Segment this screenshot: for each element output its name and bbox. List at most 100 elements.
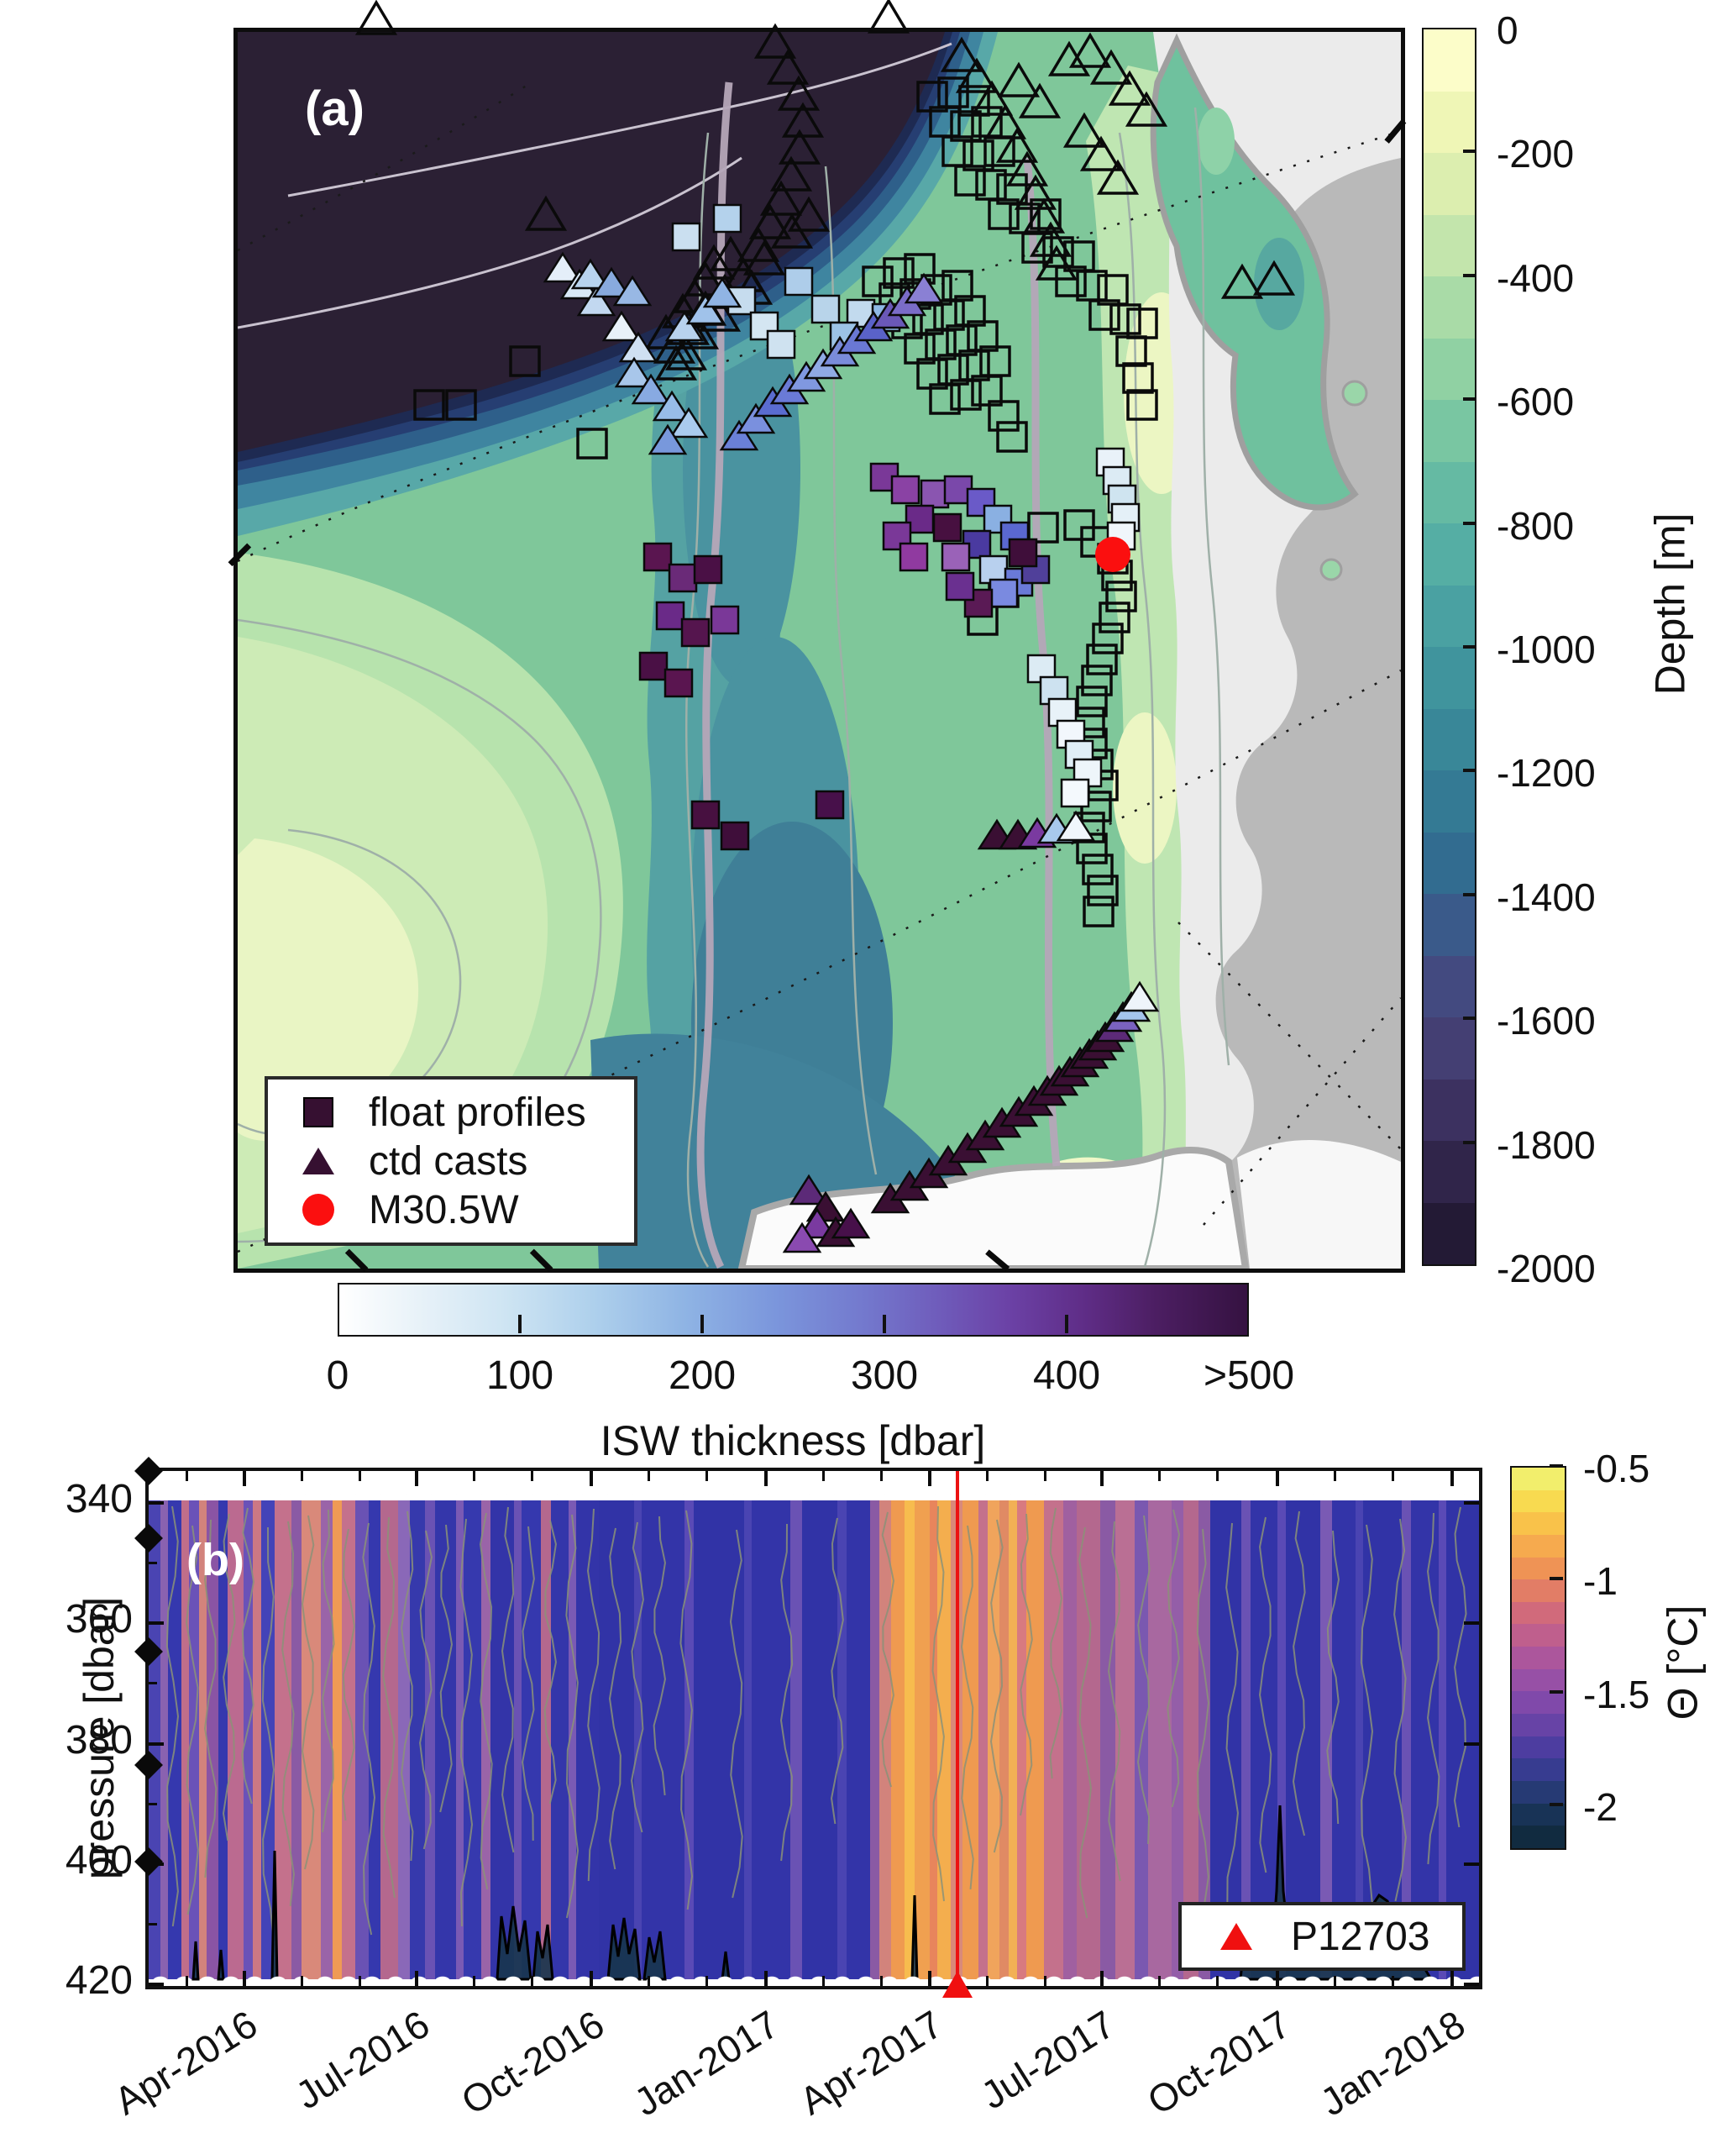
theta-tick-mark: [1550, 1464, 1563, 1468]
open-triangle-marker: [787, 196, 831, 232]
isotherm-contour: [779, 1523, 794, 1862]
open-triangle-marker: [983, 103, 1027, 139]
depth-tick-mark: [1463, 769, 1476, 773]
theta-stripe: [243, 1500, 254, 1979]
x-minor-tick: [1215, 1471, 1219, 1481]
float-profile-marker: [680, 617, 711, 648]
isotherm-contour: [302, 1515, 315, 1870]
graticule: [238, 81, 1401, 1253]
x-minor-tick: [301, 1471, 303, 1481]
theta-stripe: [1355, 1500, 1363, 1979]
x-minor-tick: [1158, 1471, 1161, 1481]
field-bottom-fringe: [149, 1968, 1479, 1982]
isw-tick-label: 100: [485, 1353, 554, 1398]
float-profile-marker: [642, 542, 673, 572]
depth-tick-label: -1800: [1497, 1122, 1596, 1167]
panel-a-label: (a): [305, 81, 365, 136]
isotherm-contour: [1108, 1521, 1121, 1882]
island1: [1341, 380, 1368, 407]
ctd-cast-marker: [1056, 810, 1096, 842]
float-profile-marker: [890, 475, 920, 505]
theta-stripe: [575, 1500, 600, 1979]
time-tick-label: Apr-2017: [792, 2001, 951, 2124]
isotherm-contour: [322, 1509, 335, 1833]
theta-colorbar-band: [1512, 1647, 1565, 1669]
isotherm-contour: [261, 1526, 275, 1944]
depth-colorbar-band: [1424, 832, 1475, 894]
open-square-marker: [883, 257, 915, 289]
depth-tick-mark: [1463, 892, 1476, 896]
y-major-tick: [1464, 1983, 1479, 1986]
theta-stripe: [978, 1500, 989, 1979]
open-square-marker: [1122, 362, 1154, 394]
isotherm-contour: [831, 1517, 844, 1825]
depth-tick-mark: [1463, 273, 1476, 277]
depth-colorbar-band: [1424, 29, 1475, 92]
ctd-cast-marker: [797, 1207, 837, 1239]
ctd-cast-marker: [685, 293, 726, 325]
theta-stripe: [879, 1500, 892, 1979]
x-minor-tick: [1158, 1976, 1161, 1986]
graticule-frame-tick: [985, 1249, 1010, 1272]
depth-tick-label: -1200: [1497, 751, 1596, 796]
open-triangle-marker: [1079, 135, 1123, 171]
x-minor-tick: [648, 1976, 650, 1986]
theta-colorbar-band: [1512, 1468, 1565, 1490]
theta-stripe: [869, 1500, 880, 1979]
theta-stripe: [1062, 1500, 1078, 1979]
time-tick-label: Oct-2017: [1140, 2001, 1298, 2124]
open-triangle-marker: [354, 0, 398, 35]
depth-colorbar-band: [1424, 1202, 1475, 1264]
depth-colorbar-band: [1424, 894, 1475, 956]
ctd-cast-marker: [618, 331, 658, 363]
open-triangle-marker: [970, 80, 1014, 116]
ctd-cast-marker: [614, 356, 654, 388]
open-triangle-marker: [1089, 49, 1133, 85]
x-minor-tick: [1391, 1471, 1394, 1481]
depth-tick-mark: [1463, 150, 1476, 154]
y-minor-tick: [149, 1802, 157, 1805]
mooring-marker: [1095, 537, 1130, 572]
x-major-tick: [590, 1471, 593, 1486]
open-triangle-marker: [1005, 150, 1049, 187]
time-tick-label: Jul-2017: [973, 2001, 1123, 2118]
cold-layer-contour: [910, 1894, 919, 1981]
isw-tick-label: 300: [850, 1353, 919, 1398]
theta-stripe: [1115, 1500, 1135, 1979]
isotherm-contour: [1360, 1524, 1374, 1939]
ctd-cast-marker: [736, 402, 776, 434]
isw-colorbar: [338, 1283, 1249, 1337]
open-square-marker: [1105, 581, 1137, 612]
open-triangle-marker: [759, 180, 803, 216]
pressure-tick-label: 340: [65, 1477, 133, 1521]
depth-tick-mark: [1463, 1017, 1476, 1021]
x-minor-tick: [705, 1976, 708, 1986]
theta-stripe: [189, 1500, 199, 1979]
ctd-casts-triangle-icon: [302, 1148, 334, 1174]
ctd-cast-marker: [612, 275, 653, 307]
float-profile-marker: [1060, 778, 1090, 808]
depth-colorbar-band: [1424, 955, 1475, 1017]
open-triangle-marker: [1022, 197, 1066, 234]
x-minor-tick: [986, 1471, 989, 1481]
x-major-tick: [928, 1971, 931, 1986]
isotherm-contour: [281, 1521, 295, 1907]
theta-colorbar-band: [1512, 1534, 1565, 1558]
ctd-cast-marker: [570, 258, 611, 290]
theta-stripe: [802, 1500, 837, 1979]
open-triangle-marker: [737, 226, 780, 262]
isotherm-contour: [459, 1518, 474, 1927]
depth-tick-label: -2000: [1497, 1247, 1596, 1290]
y-major-tick: [149, 1862, 164, 1866]
ctd-cast-marker: [664, 310, 705, 342]
theta-colorbar-band: [1512, 1579, 1565, 1602]
x-major-tick: [1276, 1471, 1279, 1486]
open-square-marker: [1126, 389, 1158, 421]
open-square-marker: [1055, 265, 1087, 297]
isotherm-contour: [881, 1511, 894, 1788]
theta-stripe: [988, 1500, 999, 1979]
theta-stripe: [218, 1500, 228, 1979]
isw-tick-label: >500: [1203, 1353, 1295, 1398]
cold-layer-contour: [270, 1850, 279, 1981]
x-major-tick: [243, 1971, 246, 1986]
